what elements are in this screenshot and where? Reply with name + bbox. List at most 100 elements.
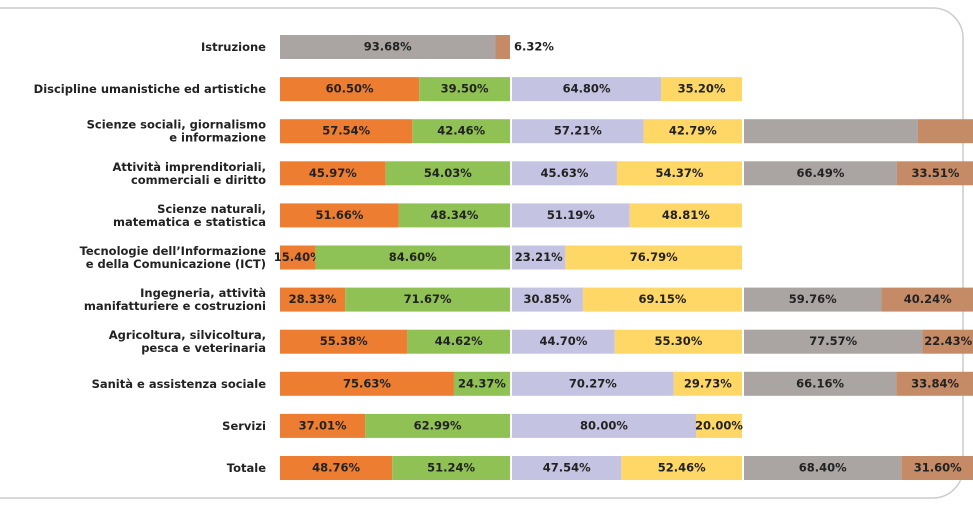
value-label: 71.67% bbox=[404, 292, 452, 306]
bar-segment bbox=[643, 119, 742, 144]
bar-segment bbox=[512, 203, 630, 228]
bar-segment bbox=[345, 287, 510, 312]
bar-segment bbox=[744, 329, 923, 354]
bar-segment bbox=[512, 77, 662, 102]
bar-segment bbox=[896, 161, 973, 186]
value-label: 84.60% bbox=[389, 250, 437, 264]
bar-segment bbox=[512, 119, 644, 144]
category-line: Agricoltura, silvicoltura, bbox=[109, 328, 266, 342]
category-line: Istruzione bbox=[201, 40, 266, 54]
bar-segment bbox=[881, 287, 973, 312]
category-label: Servizi bbox=[222, 418, 266, 432]
category-line: Discipline umanistiche ed artistiche bbox=[34, 82, 267, 96]
bar-segment bbox=[614, 329, 742, 354]
category-label: Sanità e assistenza sociale bbox=[92, 376, 267, 390]
value-label: 55.38% bbox=[320, 334, 368, 348]
category-label: Discipline umanistiche ed artistiche bbox=[34, 82, 267, 96]
category-line: commerciali e diritto bbox=[131, 172, 266, 186]
bar-segment bbox=[512, 371, 674, 396]
category-line: Servizi bbox=[222, 418, 266, 432]
category-label: Scienze sociali, giornalismo e informazio… bbox=[87, 117, 267, 144]
value-label: 47.54% bbox=[543, 461, 591, 475]
value-label: 69.15% bbox=[639, 292, 687, 306]
bar-segment bbox=[280, 329, 408, 354]
value-label: 54.03% bbox=[424, 166, 472, 180]
category-label: Totale bbox=[227, 461, 266, 475]
bar-segment bbox=[673, 371, 742, 396]
bar-segment bbox=[512, 161, 617, 186]
category-label: Scienze naturali, matematica e statistica bbox=[113, 201, 266, 228]
value-label: 20.00% bbox=[695, 418, 743, 432]
bar-segment bbox=[280, 203, 399, 228]
bar-segment bbox=[744, 456, 902, 480]
value-label: 57.54% bbox=[322, 124, 370, 138]
value-label: 35.20% bbox=[678, 82, 726, 96]
value-label: 75.63% bbox=[343, 376, 391, 390]
value-label: 76.79% bbox=[630, 250, 678, 264]
value-label: 93.68% bbox=[364, 40, 412, 54]
value-label: 66.49% bbox=[797, 166, 845, 180]
bar-segment bbox=[744, 119, 918, 144]
frame bbox=[0, 7, 964, 499]
value-label: 37.01% bbox=[299, 418, 347, 432]
bar-segment bbox=[407, 329, 510, 354]
category-line: pesca e veterinaria bbox=[141, 341, 266, 355]
bar-segment bbox=[512, 456, 622, 480]
category-line: Ingegneria, attività bbox=[140, 286, 266, 300]
value-label: 59.76% bbox=[789, 292, 837, 306]
value-label: 68.40% bbox=[799, 461, 847, 475]
bar-segment bbox=[565, 245, 742, 270]
value-label: 42.46% bbox=[437, 124, 485, 138]
bar-segment bbox=[315, 245, 510, 270]
value-label: 40.24% bbox=[904, 292, 952, 306]
category-line: Sanità e assistenza sociale bbox=[92, 376, 267, 390]
category-line: Scienze naturali, bbox=[157, 201, 266, 215]
value-label: 48.76% bbox=[312, 461, 360, 475]
bar-segment bbox=[629, 203, 742, 228]
value-label: 42.79% bbox=[669, 124, 717, 138]
bar-segment bbox=[512, 287, 583, 312]
category-label: Istruzione bbox=[201, 40, 266, 54]
category-line: e della Comunicazione (ICT) bbox=[86, 257, 266, 271]
value-label: 45.97% bbox=[309, 166, 357, 180]
bar-segment bbox=[744, 287, 882, 312]
value-label: 33.51% bbox=[912, 166, 960, 180]
value-label: 80.00% bbox=[580, 418, 628, 432]
bar-segment bbox=[917, 119, 973, 144]
value-label: 33.84% bbox=[911, 376, 959, 390]
value-label: 62.99% bbox=[414, 418, 462, 432]
bar-segment bbox=[512, 245, 566, 270]
bar-segment bbox=[398, 203, 510, 228]
bar-segment bbox=[512, 329, 615, 354]
bar-segment bbox=[621, 456, 742, 480]
bar-segment bbox=[412, 119, 510, 144]
value-label: 48.34% bbox=[430, 208, 478, 222]
value-label: 51.66% bbox=[315, 208, 363, 222]
value-label: 6.32% bbox=[514, 40, 554, 54]
bar-segment bbox=[385, 161, 510, 186]
bar-segment bbox=[901, 456, 973, 480]
value-label: 28.33% bbox=[289, 292, 337, 306]
bar-segment bbox=[512, 413, 696, 438]
bar-segment bbox=[419, 77, 510, 102]
bar-segment bbox=[280, 161, 386, 186]
bar-segment bbox=[280, 35, 496, 59]
bar-segment bbox=[922, 329, 973, 354]
category-label: Agricoltura, silvicoltura, pesca e veteri… bbox=[109, 328, 266, 355]
value-label: 52.46% bbox=[658, 461, 706, 475]
value-label: 39.50% bbox=[441, 82, 489, 96]
value-label: 54.37% bbox=[656, 166, 704, 180]
value-label: 44.62% bbox=[435, 334, 483, 348]
category-line: e informazione bbox=[169, 130, 266, 144]
value-label: 51.24% bbox=[427, 461, 475, 475]
value-label: 45.63% bbox=[541, 166, 589, 180]
category-line: Totale bbox=[227, 461, 266, 475]
bar-segment bbox=[616, 161, 742, 186]
bar-segment bbox=[280, 371, 454, 396]
bar-segment bbox=[582, 287, 742, 312]
bar-segment bbox=[696, 413, 742, 438]
value-label: 23.21% bbox=[515, 250, 563, 264]
bar-segment bbox=[453, 371, 510, 396]
category-label: Ingegneria, attività manifatturiere e cos… bbox=[84, 286, 266, 313]
